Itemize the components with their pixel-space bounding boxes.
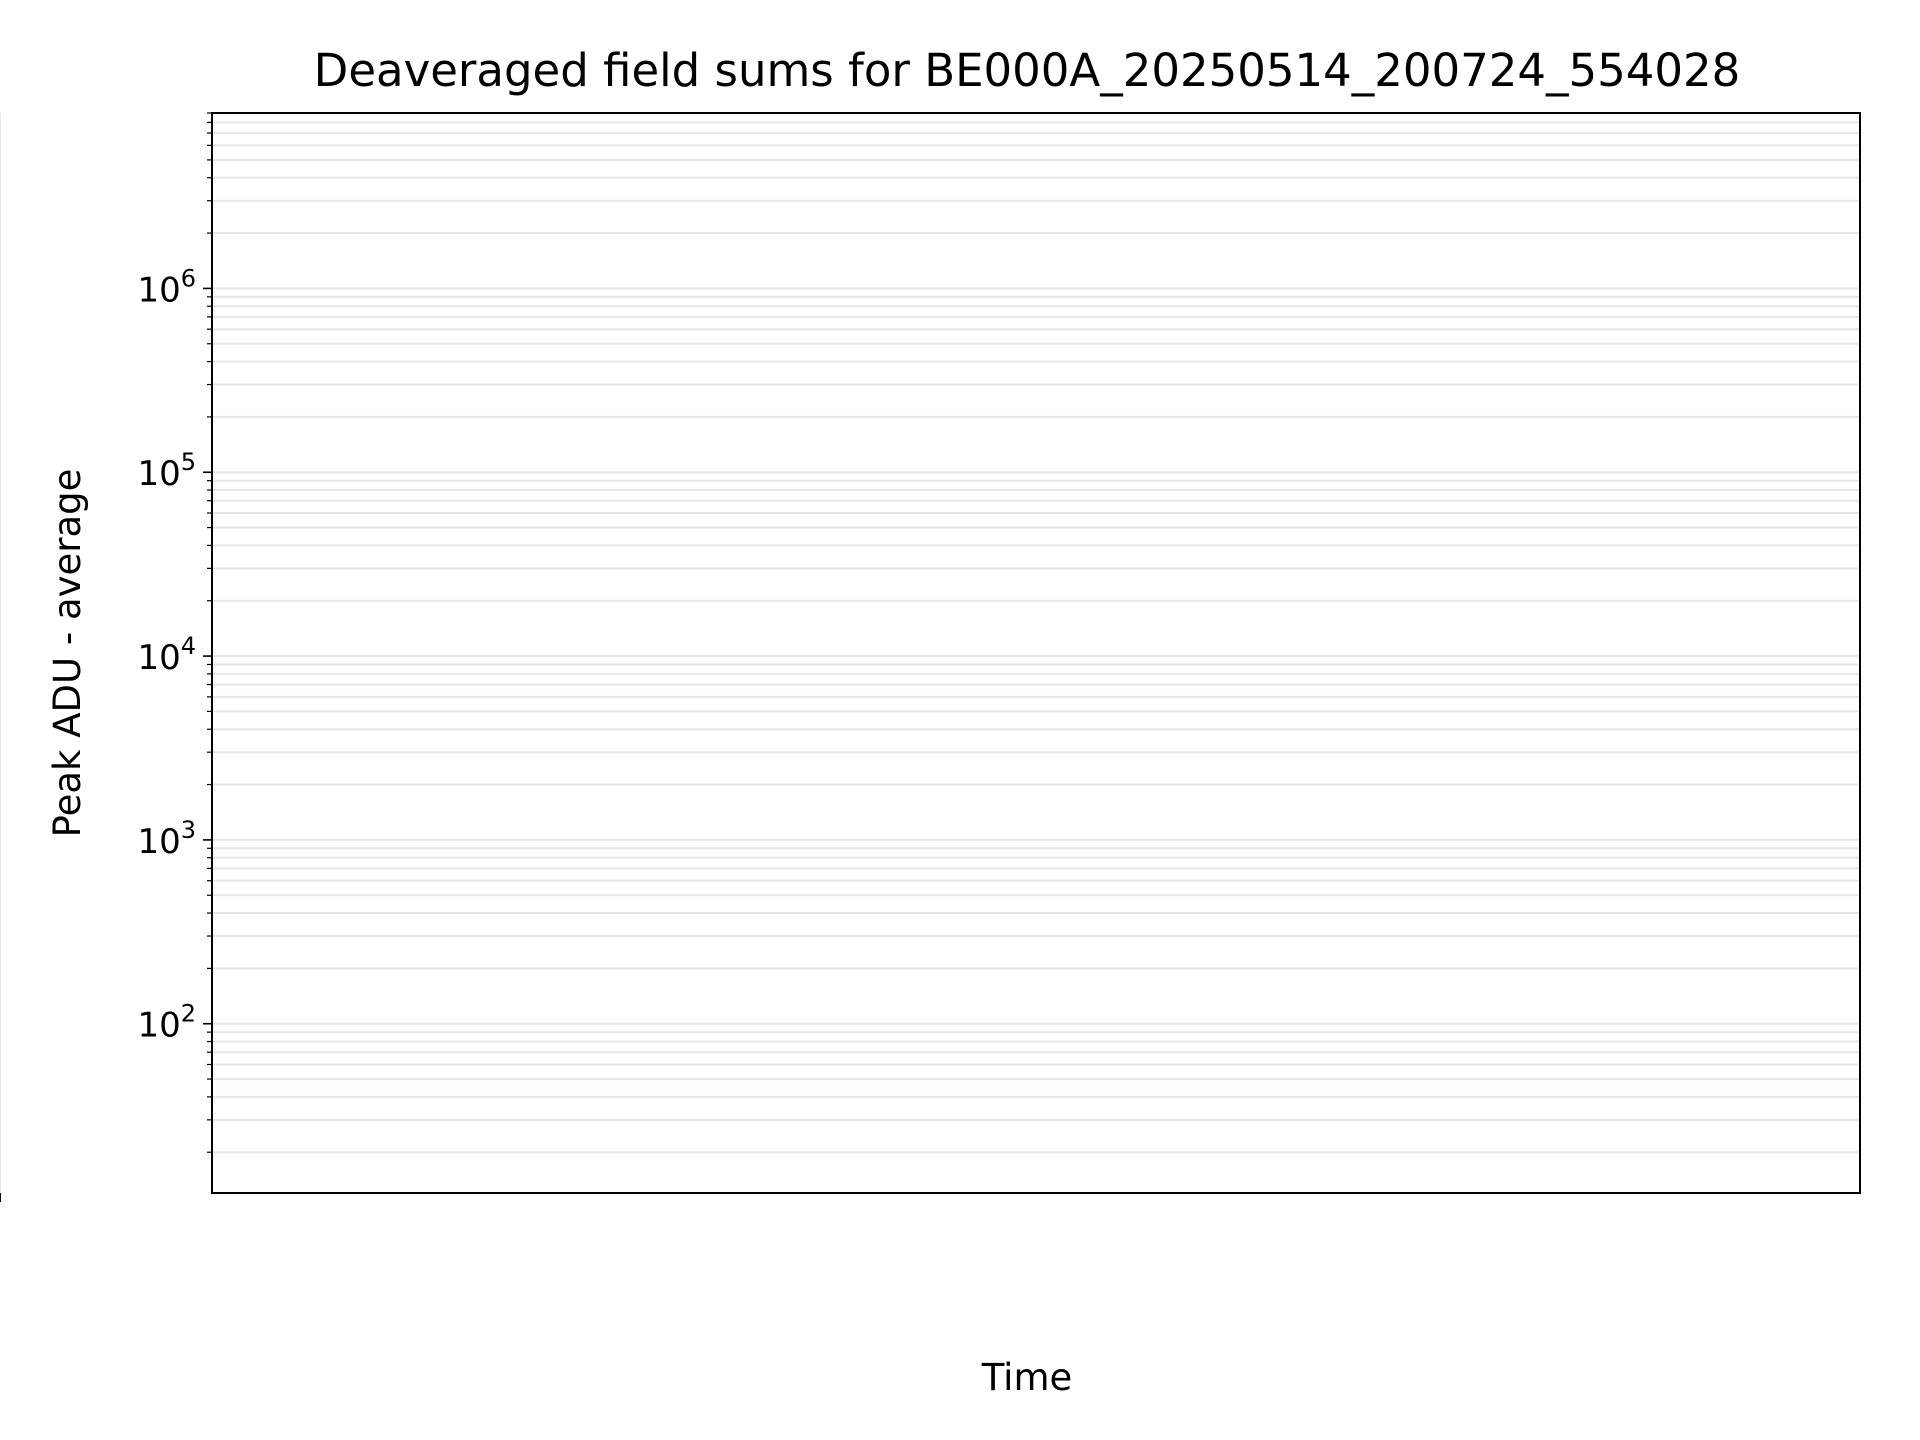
chart-title: Deaveraged field sums for BE000A_2025051…	[314, 44, 1741, 97]
grid-layer	[0, 112, 1860, 1193]
y-tick-label: 102	[137, 1000, 196, 1046]
y-axis-label: Peak ADU - average	[46, 469, 89, 838]
y-tick-label: 105	[137, 448, 196, 494]
plot-frame	[211, 112, 1861, 1194]
y-tick-label: 103	[137, 816, 196, 862]
axes-layer: 05-14 2105-14 2205-14 2305-15 0005-15 01…	[0, 112, 1861, 1202]
x-axis-label: Time	[981, 1356, 1073, 1399]
y-tick-label: 106	[137, 264, 196, 310]
y-tick-label: 104	[137, 632, 196, 678]
